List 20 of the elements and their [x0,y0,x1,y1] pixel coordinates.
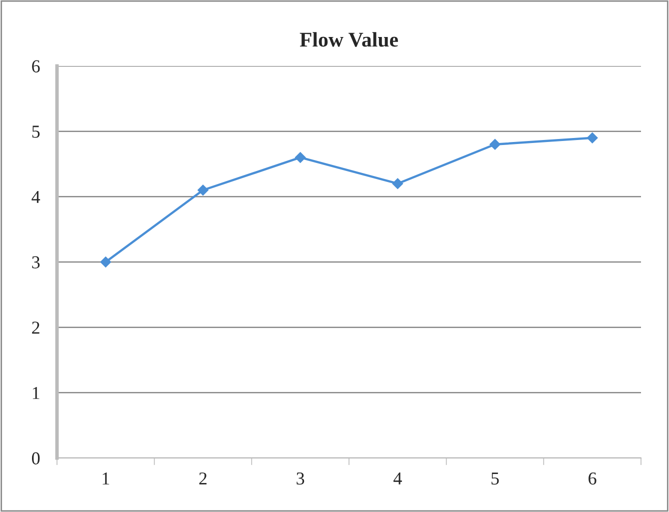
y-tick-label: 1 [32,387,40,399]
y-tick-label: 6 [32,60,40,72]
point [100,256,112,268]
x-tick-label: 4 [394,472,402,484]
x-tick-label: 3 [296,472,304,485]
y-tick-label: 0 [32,452,40,464]
x-tick-label: 2 [199,472,207,484]
x-tick-label: 5 [492,472,499,485]
chart-title: Flow Value [300,32,398,47]
point [198,184,208,196]
point [392,178,404,190]
point [490,138,500,150]
point [294,152,306,163]
y-tick-label: 5 [32,126,40,138]
point [586,132,598,144]
x-tick-label: 6 [588,472,596,485]
x-tick-label: 1 [102,472,110,484]
y-tick-label: 3 [32,256,40,268]
y-tick-label: 2 [32,322,40,334]
y-tick-label: 4 [32,191,40,203]
